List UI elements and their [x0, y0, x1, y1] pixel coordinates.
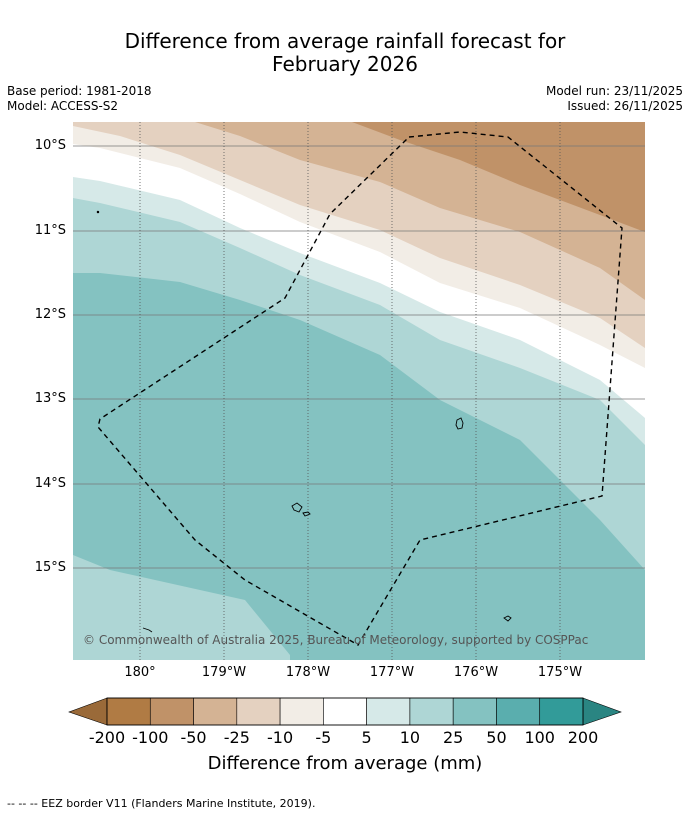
colorbar-tick-label: 25: [442, 728, 464, 747]
colorbar-segment: [452, 697, 497, 726]
lon-label: 177°W: [369, 665, 415, 680]
island-futuna: [291, 502, 303, 513]
base-period: Base period: 1981-2018: [7, 84, 152, 98]
islands: [96, 210, 512, 633]
colorbar-segment: [236, 697, 281, 726]
island-wallis: [455, 417, 464, 430]
lon-label: 175°W: [537, 665, 583, 680]
lon-label: 176°W: [453, 665, 499, 680]
meta-left: Base period: 1981-2018 Model: ACCESS-S2: [7, 84, 152, 114]
lon-label: 179°W: [201, 665, 247, 680]
colorbar-tick-label: 50: [486, 728, 507, 747]
lon-label: 178°W: [285, 665, 331, 680]
lat-label: 13°S: [34, 391, 66, 406]
colorbar-segment: [323, 697, 367, 726]
lat-label: 12°S: [34, 307, 66, 322]
colorbar-under-triangle: [68, 697, 108, 726]
lon-label: 180°: [124, 665, 156, 680]
model-run: Model run: 23/11/2025: [545, 84, 683, 98]
island-dot: [96, 210, 100, 214]
colorbar-tick-label: -200: [88, 728, 126, 747]
copyright-notice: © Commonwealth of Australia 2025, Bureau…: [83, 633, 589, 647]
model-name: Model: ACCESS-S2: [7, 99, 119, 113]
colorbar-segment: [149, 697, 194, 726]
colorbar-tick-label: -25: [223, 728, 250, 747]
colorbar-tick-label: -10: [267, 728, 294, 747]
colorbar-segment: [279, 697, 324, 726]
contour-brown-mid: [352, 122, 645, 232]
island-west: [142, 627, 153, 633]
island-small: [503, 615, 512, 622]
graticule-lat: [73, 145, 645, 569]
colorbar-tick-label: 10: [399, 728, 421, 747]
colorbar-tick-label: -50: [180, 728, 207, 747]
colorbar-segment: [366, 697, 411, 726]
colorbar-segments: [106, 697, 584, 726]
island-alofi: [302, 511, 311, 517]
eez-footnote: -- -- -- EEZ border V11 (Flanders Marine…: [7, 797, 316, 810]
rainfall-map: [73, 122, 645, 660]
colorbar: [68, 697, 622, 726]
eez-border: [97, 131, 623, 646]
colorbar-tick-label: 100: [524, 728, 555, 747]
colorbar-tick-label: 5: [361, 728, 372, 747]
title-line-1: Difference from average rainfall forecas…: [124, 29, 566, 53]
lat-label: 10°S: [34, 138, 66, 153]
colorbar-segment: [106, 697, 151, 726]
colorbar-tick-label: 200: [567, 728, 599, 747]
colorbar-segment: [409, 697, 454, 726]
colorbar-tick-label: -5: [315, 728, 332, 747]
colorbar-label: Difference from average (mm): [207, 753, 483, 774]
lat-label: 14°S: [34, 476, 66, 491]
lat-label: 15°S: [34, 560, 66, 575]
contour-teal-light: [73, 555, 290, 660]
issued-date: Issued: 26/11/2025: [567, 99, 683, 113]
colorbar-over-triangle: [582, 697, 622, 726]
meta-right: Model run: 23/11/2025 Issued: 26/11/2025: [546, 84, 683, 114]
lat-label: 11°S: [34, 223, 66, 238]
map-area: [73, 122, 645, 660]
colorbar-tick-label: -100: [132, 728, 169, 747]
colorbar-segment: [539, 697, 584, 726]
chart-title: Difference from average rainfall forecas…: [0, 30, 690, 76]
colorbar-frame: [106, 697, 584, 726]
colorbar-segment: [193, 697, 238, 726]
colorbar-segment: [496, 697, 541, 726]
title-line-2: February 2026: [272, 52, 418, 76]
